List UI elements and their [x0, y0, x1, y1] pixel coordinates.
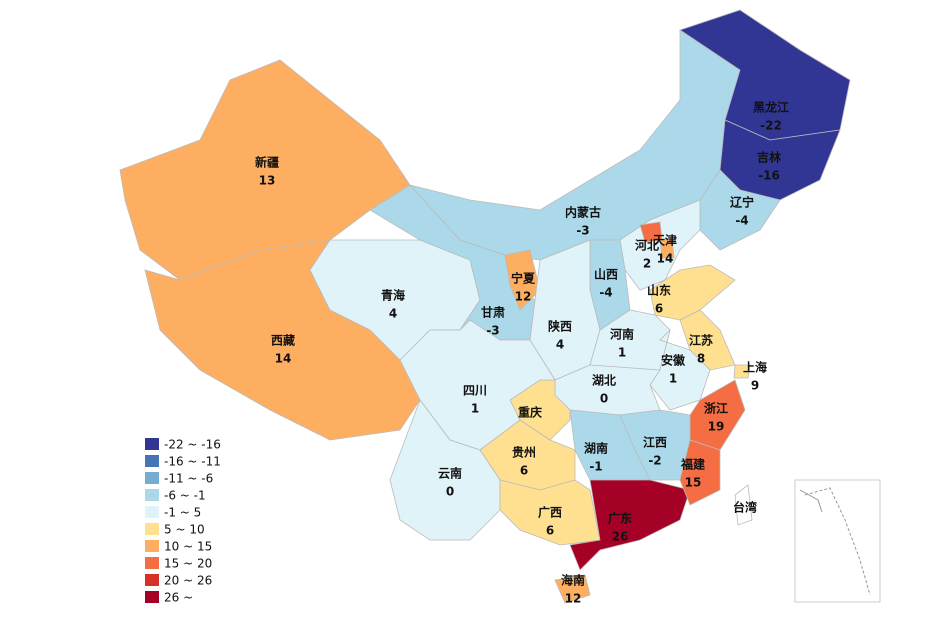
region-name: 河南 [609, 327, 634, 342]
legend-label: 5 ~ 10 [164, 523, 205, 537]
region-name: 黑龙江 [753, 100, 789, 115]
region-name: 重庆 [518, 405, 542, 420]
region-name: 广东 [608, 511, 632, 526]
region-name: 广西 [538, 505, 562, 520]
region-name: 河北 [634, 238, 659, 253]
region-name: 云南 [438, 466, 462, 481]
legend: -22 ~ -16 -16 ~ -11 -11 ~ -6 -6 ~ -1 -1 ~ 5 5… [145, 438, 221, 605]
region-value: 4 [389, 307, 397, 321]
region-value: 6 [655, 302, 663, 316]
region-shape [649, 328, 711, 411]
region-layer [119, 9, 851, 604]
region-name: 安徽 [661, 353, 686, 368]
region-value: 0 [600, 392, 608, 406]
legend-label: -22 ~ -16 [164, 438, 221, 452]
region-value: 1 [669, 372, 677, 386]
region-value: 0 [446, 485, 454, 499]
legend-swatch [145, 506, 159, 518]
region-name: 辽宁 [730, 195, 754, 210]
inset-frame [794, 479, 881, 603]
region-value: 15 [685, 476, 702, 490]
region-value: 2 [643, 257, 651, 271]
beijing-shape [639, 221, 663, 243]
legend-swatch [145, 489, 159, 501]
legend-swatch [145, 455, 159, 467]
legend-label: 20 ~ 26 [164, 574, 212, 588]
inset-sea-line [804, 487, 871, 596]
region-value: 9 [751, 379, 759, 393]
legend-swatch [145, 557, 159, 569]
legend-swatch [145, 438, 159, 450]
region-value: -3 [576, 224, 589, 238]
region-name: 海南 [561, 573, 585, 588]
region-value: -2 [648, 454, 661, 468]
region-name: 上海 [743, 360, 767, 375]
region-name: 江苏 [689, 333, 713, 348]
region-shape [569, 479, 691, 571]
region-name: 西藏 [271, 333, 295, 348]
region-value: 14 [657, 252, 674, 266]
region-value: 13 [259, 174, 276, 188]
region-name: 台湾 [733, 500, 757, 515]
region-value: 12 [515, 290, 532, 304]
region-value: 14 [275, 352, 292, 366]
legend-label: 26 ~ [164, 591, 193, 605]
region-value: -16 [758, 169, 780, 183]
legend-swatch [145, 591, 159, 603]
region-shape [619, 199, 701, 291]
legend-swatch [145, 574, 159, 586]
region-shape [659, 237, 675, 259]
region-name: 天津 [653, 233, 677, 248]
region-name: 山西 [594, 267, 618, 282]
legend-swatch [145, 523, 159, 535]
legend-swatch [145, 472, 159, 484]
region-name: 四川 [463, 384, 487, 398]
region-name: 湖南 [584, 441, 608, 456]
legend-label: -11 ~ -6 [164, 472, 213, 486]
region-value: 8 [697, 352, 705, 366]
legend-label: 10 ~ 15 [164, 540, 212, 554]
region-shape [734, 484, 753, 526]
legend-label: -6 ~ -1 [164, 489, 206, 503]
region-name: 宁夏 [511, 271, 536, 286]
region-shape [649, 264, 736, 321]
region-value: 12 [565, 592, 582, 606]
region-value: 6 [546, 524, 554, 538]
legend-label: -1 ~ 5 [164, 506, 201, 520]
region-name: 吉林 [757, 150, 781, 165]
region-value: 6 [520, 464, 528, 478]
region-name: 湖北 [592, 373, 616, 388]
region-shape [679, 439, 721, 506]
region-value: 1 [618, 346, 626, 360]
region-name: 贵州 [512, 445, 536, 460]
region-value: -22 [760, 119, 782, 133]
legend-label: 15 ~ 20 [164, 557, 212, 571]
region-name: 甘肃 [481, 305, 505, 320]
region-shape [554, 574, 591, 604]
region-value: -1 [589, 460, 602, 474]
inset-coast [799, 489, 823, 513]
region-name: 山东 [647, 283, 671, 298]
region-value: -3 [486, 324, 499, 338]
region-name: 浙江 [704, 401, 728, 416]
region-value: -4 [599, 286, 612, 300]
region-value: 19 [708, 420, 725, 434]
region-name: 内蒙古 [565, 205, 601, 220]
region-name: 青海 [381, 288, 405, 303]
region-name: 福建 [680, 457, 706, 472]
legend-label: -16 ~ -11 [164, 455, 221, 469]
region-shape [504, 249, 541, 311]
region-value: 4 [556, 338, 564, 352]
legend-swatch [145, 540, 159, 552]
region-shape [733, 364, 751, 379]
region-value: 26 [612, 530, 629, 544]
region-value: 1 [471, 402, 479, 416]
region-name: 陕西 [548, 319, 572, 334]
region-value: -4 [735, 214, 748, 228]
region-name: 江西 [643, 435, 667, 450]
region-name: 新疆 [255, 155, 279, 170]
